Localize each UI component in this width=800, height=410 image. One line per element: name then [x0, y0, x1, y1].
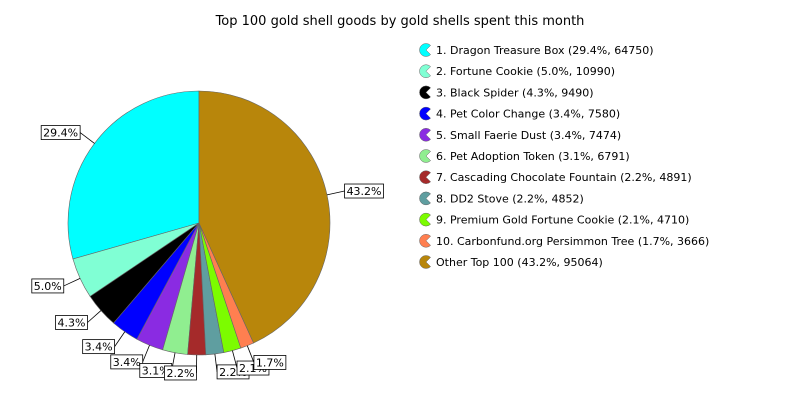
legend-item-5: 5. Small Faerie Dust (3.4%, 7474): [419, 128, 621, 142]
legend-swatch-10: [419, 234, 431, 248]
legend-label-2: 2. Fortune Cookie (5.0%, 10990): [436, 65, 615, 78]
legend-swatch-4: [419, 106, 431, 121]
legend-swatch-8: [419, 191, 431, 206]
slice-percent-label-11: 43.2%: [347, 185, 382, 198]
legend-item-2: 2. Fortune Cookie (5.0%, 10990): [419, 64, 615, 78]
legend-item-6: 6. Pet Adoption Token (3.1%, 6791): [419, 149, 630, 163]
legend-item-1: 1. Dragon Treasure Box (29.4%, 64750): [419, 43, 654, 57]
label-leader-line-5: [142, 345, 150, 363]
label-leader-line-1: [79, 132, 95, 144]
chart-title: Top 100 gold shell goods by gold shells …: [215, 14, 585, 29]
legend-swatch-2: [419, 64, 431, 78]
legend-swatch-7: [419, 170, 431, 184]
slice-percent-label-1: 29.4%: [43, 127, 78, 140]
legend-swatch-3: [419, 85, 431, 100]
slice-percent-label-box-7: [164, 365, 197, 381]
slice-percent-label-box-4: [82, 339, 116, 355]
slice-percent-label-box-2: [31, 278, 65, 294]
legend-label-9: 9. Premium Gold Fortune Cookie (2.1%, 47…: [436, 214, 689, 227]
label-leader-line-4: [114, 331, 126, 347]
slice-percent-label-box-3: [55, 315, 88, 330]
slice-percent-label-box-5: [110, 354, 144, 370]
legend-item-10: 10. Carbonfund.org Persimmon Tree (1.7%,…: [419, 234, 709, 248]
slice-percent-label-7: 2.2%: [166, 367, 194, 380]
legend-item-3: 3. Black Spider (4.3%, 9490): [419, 85, 594, 100]
pie-percent-labels: 29.4%5.0%4.3%3.4%3.4%3.1%2.2% 2.2%2.1%1.7…: [31, 125, 384, 381]
legend-label-5: 5. Small Faerie Dust (3.4%, 7474): [436, 129, 621, 142]
label-leader-line-3: [87, 310, 102, 323]
legend-swatch-9: [419, 212, 431, 227]
slice-percent-label-box-10: [253, 355, 287, 370]
legend-swatch-1: [419, 43, 431, 57]
slice-percent-label-6: 3.1%: [142, 364, 170, 377]
legend-label-7: 7. Cascading Chocolate Fountain (2.2%, 4…: [436, 171, 692, 184]
legend-label-3: 3. Black Spider (4.3%, 9490): [436, 86, 594, 99]
legend-label-11: Other Top 100 (43.2%, 95064): [436, 256, 603, 269]
slice-percent-label-box-1: [40, 125, 81, 140]
slice-percent-label-2: 5.0%: [34, 280, 62, 293]
legend-label-10: 10. Carbonfund.org Persimmon Tree (1.7%,…: [436, 235, 709, 248]
slice-percent-label-5: 3.4%: [113, 356, 141, 369]
slice-percent-label-3: 4.3%: [58, 316, 86, 329]
chart-legend: 1. Dragon Treasure Box (29.4%, 64750) 2. …: [419, 43, 709, 269]
legend-item-7: 7. Cascading Chocolate Fountain (2.2%, 4…: [419, 170, 692, 184]
legend-label-8: 8. DD2 Stove (2.2%, 4852): [436, 192, 584, 205]
legend-swatch-5: [419, 128, 431, 142]
label-leader-line-2: [63, 278, 81, 287]
legend-label-6: 6. Pet Adoption Token (3.1%, 6791): [436, 150, 630, 163]
label-leader-line-11: [326, 190, 345, 196]
slice-percent-label-4: 3.4%: [85, 341, 113, 354]
legend-swatch-11: [419, 255, 431, 269]
legend-swatch-6: [419, 149, 431, 163]
slice-percent-label-box-11: [344, 183, 384, 199]
pie-slices: [67, 90, 331, 356]
legend-item-8: 8. DD2 Stove (2.2%, 4852): [419, 191, 584, 206]
pie-slice-11: [198, 90, 331, 344]
legend-item-11: Other Top 100 (43.2%, 95064): [419, 255, 603, 269]
label-leader-line-10: [246, 345, 255, 363]
legend-item-4: 4. Pet Color Change (3.4%, 7580): [419, 106, 620, 121]
label-leader-line-9: [232, 350, 238, 369]
legend-label-1: 1. Dragon Treasure Box (29.4%, 64750): [436, 44, 654, 57]
slice-percent-label-10: 1.7%: [256, 356, 284, 369]
pie-slice-1: [67, 90, 200, 260]
legend-label-4: 4. Pet Color Change (3.4%, 7580): [436, 108, 620, 121]
legend-item-9: 9. Premium Gold Fortune Cookie (2.1%, 47…: [419, 212, 689, 227]
